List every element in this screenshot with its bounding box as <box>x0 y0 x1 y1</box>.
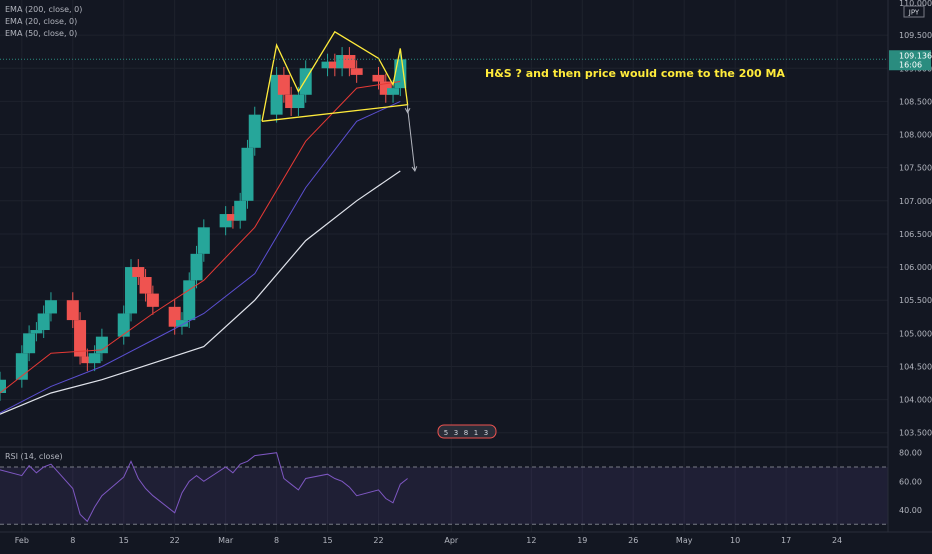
time-tick-label: 12 <box>526 536 536 545</box>
time-tick-label: 26 <box>628 536 638 545</box>
candle-body <box>372 74 385 82</box>
legend-ema200[interactable]: EMA (200, close, 0) <box>5 5 83 14</box>
price-axis <box>888 0 932 550</box>
currency-box <box>903 5 925 18</box>
candle-body <box>95 336 108 354</box>
time-tick-label: Mar <box>218 536 234 545</box>
price-tick-label: 105.500 <box>899 296 932 305</box>
candle-body <box>197 227 210 254</box>
rsi-tick-label: 60.00 <box>899 477 922 486</box>
candle-body <box>88 353 101 364</box>
candle-body <box>132 267 145 278</box>
candle-body <box>125 267 138 314</box>
time-tick-label: 8 <box>274 536 279 545</box>
time-tick-label: 24 <box>832 536 842 545</box>
time-tick-label: 15 <box>119 536 129 545</box>
event-badge: 5 <box>444 429 448 437</box>
rsi-tick-label: 80.00 <box>899 449 922 458</box>
candle-body <box>343 55 356 69</box>
price-tick-label: 108.500 <box>899 97 932 106</box>
ema20-line <box>0 81 401 394</box>
price-tick-label: 108.000 <box>899 131 932 140</box>
candle-body <box>350 68 363 75</box>
time-tick-label: 22 <box>170 536 180 545</box>
current-price-value: 109.136 <box>899 51 932 60</box>
legend-ema20[interactable]: EMA (20, close, 0) <box>5 17 78 26</box>
rsi-band <box>0 467 888 525</box>
candle-body <box>321 61 334 69</box>
event-badge: 8 <box>464 429 468 437</box>
time-tick-label: 15 <box>322 536 332 545</box>
candle-body <box>234 200 247 221</box>
annotation-text: H&S ? and then price would come to the 2… <box>485 67 785 80</box>
candle-body <box>23 333 36 354</box>
candle-body <box>190 253 203 281</box>
event-badge: 3 <box>484 429 488 437</box>
candle-body <box>44 300 57 314</box>
candle-body <box>66 300 79 321</box>
price-tick-label: 106.500 <box>899 230 932 239</box>
price-tick-label: 106.000 <box>899 263 932 272</box>
time-tick-label: 19 <box>577 536 587 545</box>
indicator-legend: EMA (200, close, 0) EMA (20, close, 0) E… <box>5 4 82 40</box>
candle-body <box>139 277 152 294</box>
head-and-shoulders-pattern <box>261 30 409 122</box>
candle-body <box>117 313 130 337</box>
candle-body <box>277 74 290 95</box>
ema50-line <box>0 100 401 414</box>
currency-label: JPY <box>908 9 920 17</box>
candle-body <box>241 147 254 201</box>
candle-body <box>328 61 341 69</box>
price-tick-label: 104.000 <box>899 396 932 405</box>
time-tick-label: 10 <box>730 536 740 545</box>
candle-body <box>30 330 43 334</box>
price-tick-label: 104.500 <box>899 362 932 371</box>
price-tick-label: 105.000 <box>899 329 932 338</box>
rsi-legend[interactable]: RSI (14, close) <box>5 452 63 461</box>
price-top-label: 110.000 <box>899 0 932 8</box>
rsi-line <box>0 452 408 523</box>
current-price-countdown: 16:06 <box>899 60 922 69</box>
projection-arrow <box>407 107 416 172</box>
candle-body <box>183 280 196 321</box>
legend-ema50[interactable]: EMA (50, close, 0) <box>5 29 78 38</box>
candle-body <box>248 114 261 148</box>
price-tick-label: 107.000 <box>899 197 932 206</box>
event-badge: 1 <box>474 429 478 437</box>
candle-body <box>146 293 159 307</box>
price-tick-label: 103.500 <box>899 429 932 438</box>
event-badges <box>437 424 497 439</box>
rsi-tick-label: 40.00 <box>899 506 922 515</box>
candle-body <box>81 356 94 364</box>
time-tick-label: May <box>676 536 693 545</box>
candle-body <box>37 313 50 331</box>
time-tick-label: 22 <box>373 536 383 545</box>
event-badge: 3 <box>454 429 458 437</box>
projection-arrowhead <box>411 166 418 173</box>
price-tick-label: 107.500 <box>899 164 932 173</box>
projection-arrowhead <box>404 108 411 114</box>
current-price-tag <box>889 50 931 71</box>
time-tick-label: Apr <box>444 536 459 545</box>
time-tick-label: 8 <box>70 536 75 545</box>
candle-body <box>226 214 239 221</box>
candle-body <box>175 320 188 327</box>
candle-body <box>74 320 87 357</box>
candle-body <box>387 88 400 95</box>
time-tick-label: 17 <box>781 536 791 545</box>
time-tick-label: Feb <box>15 536 29 545</box>
ema200-line <box>0 170 401 415</box>
candle-body <box>0 379 7 393</box>
price-tick-label: 109.500 <box>899 31 932 40</box>
candle-body <box>292 94 305 109</box>
